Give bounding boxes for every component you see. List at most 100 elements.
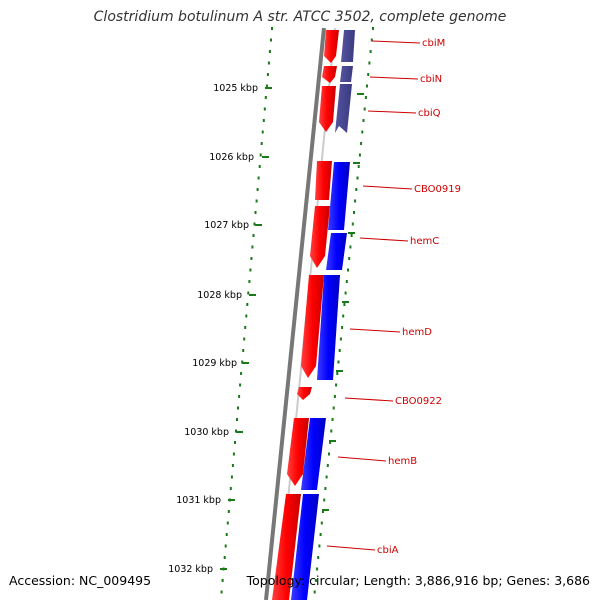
ruler-dot bbox=[319, 533, 322, 536]
cbiA-feature-reverse[interactable] bbox=[291, 494, 319, 600]
ruler-dot bbox=[317, 556, 320, 559]
cbiQ-feature[interactable] bbox=[319, 86, 336, 132]
scale-label: 1025 kbp bbox=[213, 83, 258, 94]
scale-label: 1029 kbp bbox=[192, 358, 237, 369]
ruler-dot bbox=[348, 257, 351, 260]
ruler-dot bbox=[232, 452, 235, 456]
ruler-dot bbox=[271, 27, 273, 30]
ruler-dot bbox=[224, 544, 227, 548]
ruler-dot bbox=[344, 291, 347, 295]
ruler-dot bbox=[238, 395, 241, 398]
ruler-dot bbox=[268, 50, 271, 53]
hemB-feature[interactable] bbox=[287, 418, 309, 486]
reverse-strand-features bbox=[291, 30, 355, 600]
ruler-dot bbox=[242, 349, 245, 352]
CBO0919-feature-reverse[interactable] bbox=[328, 162, 350, 230]
cbiA-feature[interactable] bbox=[272, 494, 301, 600]
hemD-feature[interactable] bbox=[301, 275, 324, 378]
gene-label-CBO0922[interactable]: CBO0922 bbox=[395, 396, 442, 407]
gene-label-cbiA[interactable]: cbiA bbox=[377, 545, 399, 556]
ruler-dot bbox=[329, 441, 332, 444]
ruler-dot bbox=[363, 107, 366, 111]
scale-ticks bbox=[220, 87, 272, 570]
hemB-feature-reverse[interactable] bbox=[301, 418, 326, 490]
ruler-dot bbox=[369, 50, 372, 53]
ruler-dot bbox=[360, 142, 363, 145]
ruler-dot bbox=[331, 418, 334, 421]
cbiM-feature-reverse[interactable] bbox=[341, 30, 355, 62]
ruler-dot bbox=[323, 498, 326, 502]
genome-summary: Topology: circular; Length: 3,886,916 bp… bbox=[246, 573, 590, 588]
ruler-dot bbox=[366, 84, 368, 88]
ruler-dot bbox=[347, 268, 349, 272]
scale-label: 1026 kbp bbox=[209, 152, 254, 163]
ruler-dot bbox=[316, 567, 319, 571]
ruler-dot bbox=[230, 475, 233, 479]
ruler-dot bbox=[361, 130, 364, 134]
ruler-dot bbox=[220, 590, 223, 594]
ruler-dot bbox=[261, 130, 264, 134]
gene-label-cbiQ[interactable]: cbiQ bbox=[418, 108, 441, 119]
ruler-dot bbox=[367, 73, 370, 76]
ruler-dot bbox=[245, 314, 248, 318]
scale-label: 1031 kbp bbox=[176, 495, 221, 506]
gene-label-cbiN[interactable]: cbiN bbox=[420, 74, 442, 85]
ruler-dot bbox=[236, 418, 238, 421]
ruler-dot bbox=[341, 326, 344, 329]
ruler-dot bbox=[326, 464, 329, 467]
ruler-dot bbox=[263, 107, 266, 111]
scale-labels: 1025 kbp 1026 kbp 1027 kbp 1028 kbp 1029… bbox=[168, 83, 258, 575]
gene-label-hemB[interactable]: hemB bbox=[388, 456, 417, 467]
ruler-dot bbox=[253, 222, 256, 226]
gene-labels: cbiM cbiN cbiQ CBO0919 hemC hemD CBO0922… bbox=[377, 38, 461, 556]
hemC-feature-reverse[interactable] bbox=[326, 233, 347, 270]
ruler-dot bbox=[244, 326, 247, 329]
ruler-dot bbox=[364, 96, 367, 99]
ruler-dot bbox=[358, 153, 361, 157]
ruler-dot bbox=[339, 337, 342, 341]
gene-label-CBO0919[interactable]: CBO0919 bbox=[414, 184, 461, 195]
ruler-dot bbox=[231, 464, 234, 467]
ruler-dot bbox=[243, 337, 246, 341]
ruler-dot bbox=[237, 406, 239, 410]
cbiN-feature[interactable] bbox=[322, 66, 337, 83]
ruler-dot bbox=[234, 441, 236, 444]
gene-label-hemD[interactable]: hemD bbox=[402, 327, 432, 338]
ruler-dot bbox=[262, 119, 265, 122]
ruler-dot bbox=[330, 429, 333, 433]
ruler-dot bbox=[249, 268, 252, 272]
ruler-dot bbox=[314, 579, 317, 582]
ruler-dot bbox=[335, 383, 338, 387]
ruler-dot bbox=[356, 176, 359, 180]
ruler-dot bbox=[226, 521, 229, 525]
hemD-feature-reverse[interactable] bbox=[317, 275, 340, 380]
ruler-dot bbox=[225, 533, 228, 536]
CBO0922-feature[interactable] bbox=[297, 387, 312, 400]
scale-label: 1028 kbp bbox=[197, 290, 242, 301]
ruler-dot bbox=[239, 383, 242, 387]
ruler-dot bbox=[320, 521, 323, 525]
cbiQ-feature-reverse[interactable] bbox=[335, 84, 352, 133]
cbiN-feature-reverse[interactable] bbox=[340, 66, 353, 82]
CBO0919-feature[interactable] bbox=[315, 161, 332, 200]
ruler-dot bbox=[313, 590, 316, 594]
ruler-dot bbox=[252, 234, 255, 237]
ruler-dot bbox=[318, 544, 321, 548]
cbiM-feature[interactable] bbox=[324, 30, 339, 63]
gene-label-hemC[interactable]: hemC bbox=[410, 236, 439, 247]
accession-label: Accession: NC_009495 bbox=[9, 573, 152, 588]
ruler-dot bbox=[372, 27, 374, 30]
ruler-dot bbox=[370, 38, 373, 42]
ruler-dot bbox=[322, 510, 324, 513]
ruler-dot bbox=[324, 487, 327, 490]
hemC-feature[interactable] bbox=[310, 206, 330, 268]
map-title: Clostridium botulinum A str. ATCC 3502, … bbox=[93, 9, 507, 25]
ruler-dot bbox=[368, 61, 371, 65]
ruler-dot bbox=[325, 475, 328, 479]
ruler-dot bbox=[351, 222, 354, 226]
ruler-dot bbox=[270, 38, 272, 42]
ruler-dot bbox=[251, 245, 254, 249]
gene-label-cbiM[interactable]: cbiM bbox=[422, 38, 445, 49]
ruler-dot bbox=[267, 61, 270, 65]
ruler-dot bbox=[221, 579, 224, 582]
